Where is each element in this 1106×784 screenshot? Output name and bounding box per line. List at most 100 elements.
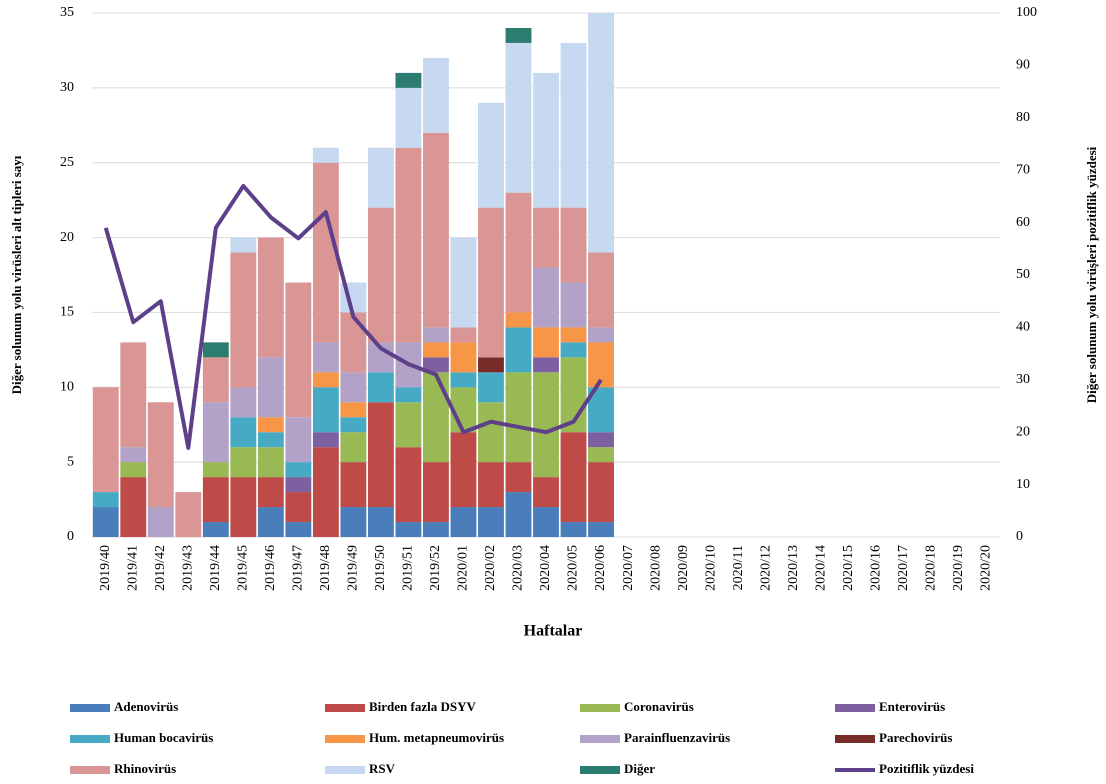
bar-segment [257,432,284,448]
y-tick-label: 20 [60,230,74,245]
legend-swatch [835,704,875,712]
bar-segment [450,507,477,537]
y2-axis-title: Diğer solunum yolu virüşleri pozitiflik … [1084,146,1099,403]
bar-segment [423,357,449,373]
bar-segment [588,252,614,328]
y-tick-label: 15 [60,305,74,320]
y2-tick-label: 50 [1016,267,1030,282]
x-tick-label: 2019/47 [291,545,306,591]
x-tick-label: 2020/16 [868,545,883,591]
x-tick-label: 2020/01 [456,545,471,591]
bar-segment [285,462,312,478]
bar-segment [230,237,257,253]
bar-segment [92,492,119,508]
bar-segment [533,267,559,328]
bar-segment [423,327,449,343]
bar-segment [257,417,284,433]
bar-segment [395,387,422,403]
x-tick-label: 2020/12 [758,545,773,591]
legend-label: Parechovirüs [879,730,952,745]
bar-segment [533,372,559,478]
bar-segment [505,372,532,463]
x-tick-label: 2020/13 [786,545,801,591]
legend-swatch [580,735,620,743]
y-tick-label: 25 [60,155,74,170]
legend-swatch [70,704,110,712]
y-tick-label: 35 [60,5,74,20]
bar-segment [450,237,477,328]
x-tick-label: 2020/06 [593,545,608,591]
bar-segment [560,207,587,283]
bar-segment [395,447,422,523]
bar-segment [367,402,394,508]
bar-segment [450,372,477,388]
bar-segment [478,372,504,403]
bar-segment [312,447,339,537]
bar-segment [285,477,312,493]
x-tick-label: 2019/44 [208,545,223,591]
bar-segment [120,447,147,463]
x-tick-label: 2020/11 [731,545,746,590]
legend-label: Birden fazla DSYV [369,699,477,714]
bar-segment [505,462,532,493]
bar-segment [257,357,284,418]
bar-segment [257,477,284,508]
bar-segment [588,327,614,343]
bar-segment [478,507,504,537]
bar-segment [560,432,587,523]
bar-segment [560,327,587,343]
bar-segment [533,207,559,268]
bar-segment [533,72,559,208]
bar-segment [340,507,367,537]
y-axis-title: Diğer solunum yolu virüsleri alt tipleri… [9,155,24,394]
legend-swatch [70,735,110,743]
bar-segment [312,387,339,433]
bar-segment [120,342,147,448]
y-tick-label: 10 [60,380,74,395]
bar-segment [147,507,174,537]
legend-swatch [580,766,620,774]
legend-swatch [835,735,875,743]
bar-segment [202,342,229,358]
bar-segment [588,522,614,537]
x-tick-label: 2020/14 [813,545,828,591]
x-tick-label: 2020/20 [978,545,993,591]
bar-segment [312,372,339,388]
bar-segment [92,507,119,537]
bar-segment [285,522,312,537]
bar-segment [312,432,339,448]
bar-segment [202,522,229,537]
bar-segment [340,462,367,508]
bar-segment [505,192,532,313]
bar-segment [395,87,422,148]
bar-segment [257,447,284,478]
y-tick-label: 5 [67,454,74,469]
bar-segment [450,342,477,373]
x-tick-label: 2020/07 [621,545,636,591]
legend-label: Pozitiflik yüzdesi [879,761,974,776]
legend-label: Parainfluenzavirüs [624,730,730,745]
y2-tick-label: 60 [1016,215,1030,230]
x-tick-label: 2020/17 [896,545,911,591]
bar-segment [257,237,284,358]
x-tick-label: 2020/15 [841,545,856,591]
bar-segment [175,492,202,537]
bar-segment [202,462,229,478]
bar-segment [340,402,367,418]
legend-swatch [325,766,365,774]
legend-label: Rhinovirüs [114,761,176,776]
bar-segment [367,207,394,343]
bar-segment [478,357,504,373]
bar-segment [202,402,229,463]
bar-segment [367,147,394,208]
bar-segment [505,42,532,193]
bar-segment [230,477,257,537]
bar-segment [478,462,504,508]
bar-segment [367,372,394,403]
bar-segment [588,342,614,388]
y2-tick-label: 100 [1016,5,1037,20]
bar-segment [285,492,312,523]
bar-segment [423,372,449,463]
bar-segment [478,102,504,208]
legend-label: Hum. metapneumovirüs [369,730,504,745]
